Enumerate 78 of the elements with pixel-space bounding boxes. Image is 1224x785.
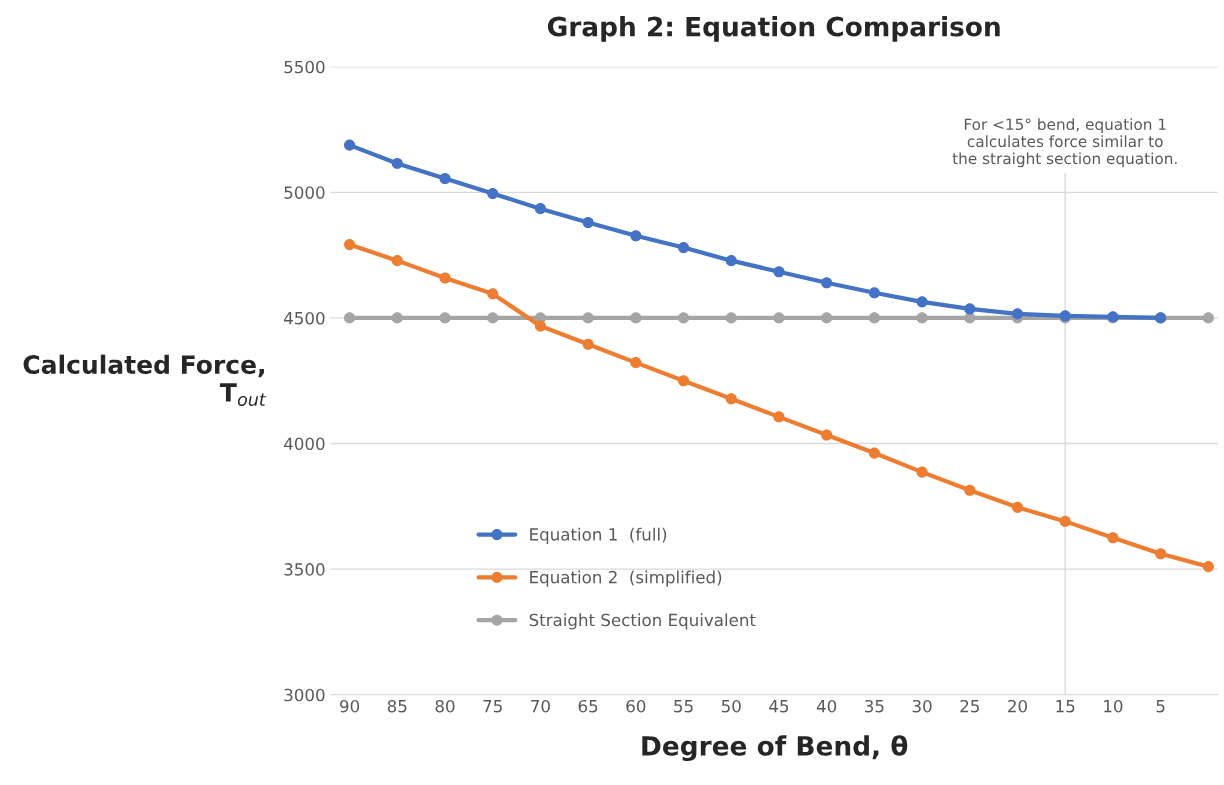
point bbox=[582, 312, 594, 324]
x-axis-title: Degree of Bend, θ bbox=[642, 735, 908, 762]
point bbox=[677, 242, 690, 254]
point bbox=[534, 320, 546, 332]
y-tick-label: 4000 bbox=[284, 437, 325, 451]
point bbox=[391, 157, 403, 169]
point bbox=[868, 312, 880, 324]
point bbox=[487, 312, 499, 324]
x-tick-label: 35 bbox=[865, 699, 884, 713]
y-tick-label: 3500 bbox=[284, 563, 325, 576]
x-tick-label: 45 bbox=[769, 700, 789, 713]
point bbox=[677, 375, 690, 387]
point bbox=[821, 277, 833, 289]
point bbox=[439, 172, 451, 185]
point bbox=[1107, 532, 1119, 544]
point bbox=[344, 239, 356, 251]
point bbox=[439, 272, 451, 284]
point bbox=[773, 411, 785, 423]
x-tick-label: 65 bbox=[578, 699, 598, 713]
point bbox=[1202, 561, 1214, 573]
x-tick-label: 20 bbox=[1008, 699, 1027, 713]
point bbox=[821, 429, 833, 441]
x-tick-label: 55 bbox=[674, 700, 693, 713]
x-tick-label: 75 bbox=[483, 700, 502, 713]
x-tick-label: 70 bbox=[531, 699, 550, 713]
x-tick-label: 5 bbox=[1156, 700, 1165, 713]
point bbox=[725, 255, 737, 267]
point bbox=[868, 287, 880, 299]
point bbox=[1059, 515, 1071, 527]
legend-label: Straight Section Equivalent bbox=[529, 613, 756, 630]
point bbox=[439, 312, 451, 324]
point bbox=[725, 312, 737, 324]
x-tick-label: 50 bbox=[721, 699, 741, 713]
point bbox=[1202, 312, 1214, 324]
x-tick-label: 80 bbox=[435, 699, 455, 713]
point bbox=[582, 216, 594, 229]
legend-label: Equation 2 (simplified) bbox=[530, 570, 722, 587]
x-tick-label: 90 bbox=[340, 699, 360, 713]
point bbox=[344, 312, 356, 324]
point bbox=[964, 303, 976, 315]
x-tick-label: 60 bbox=[626, 699, 646, 713]
point bbox=[821, 312, 833, 324]
point bbox=[391, 255, 403, 267]
x-tick-label: 10 bbox=[1104, 699, 1123, 713]
point bbox=[1011, 308, 1024, 320]
y-tick-label: 5000 bbox=[284, 186, 325, 199]
x-tick-label: 25 bbox=[960, 699, 979, 713]
ref-line-label: For <15° bend, equation 1 calculates force similar to the straight section equation. bbox=[952, 118, 1177, 168]
point bbox=[868, 447, 880, 459]
point bbox=[630, 357, 642, 369]
point bbox=[677, 312, 690, 324]
point bbox=[916, 312, 928, 324]
x-tick-label: 40 bbox=[816, 699, 837, 713]
point bbox=[630, 230, 642, 242]
point bbox=[1011, 501, 1024, 513]
point bbox=[773, 266, 785, 278]
x-tick-label: 30 bbox=[912, 699, 932, 713]
point bbox=[534, 203, 546, 215]
point bbox=[630, 312, 642, 324]
y-tick-label: 5500 bbox=[284, 60, 325, 74]
chart-title: Graph 2: Equation Comparison bbox=[547, 16, 1000, 42]
point bbox=[725, 393, 737, 405]
point bbox=[582, 338, 594, 350]
point bbox=[487, 188, 499, 200]
y-tick-label: 4500 bbox=[284, 311, 325, 325]
point bbox=[916, 296, 928, 308]
point bbox=[773, 312, 785, 324]
point bbox=[391, 312, 403, 324]
y-tick-label: 3000 bbox=[284, 688, 325, 702]
legend-label: Equation 1 (full) bbox=[530, 527, 667, 544]
point bbox=[487, 288, 499, 300]
point bbox=[1155, 548, 1167, 560]
point bbox=[964, 484, 976, 496]
x-tick-label: 85 bbox=[387, 699, 407, 713]
y-axis-title: Calculated Force, T$_{out}$ bbox=[23, 354, 267, 406]
point bbox=[344, 139, 356, 151]
x-tick-label: 15 bbox=[1056, 700, 1075, 713]
point bbox=[916, 466, 928, 478]
